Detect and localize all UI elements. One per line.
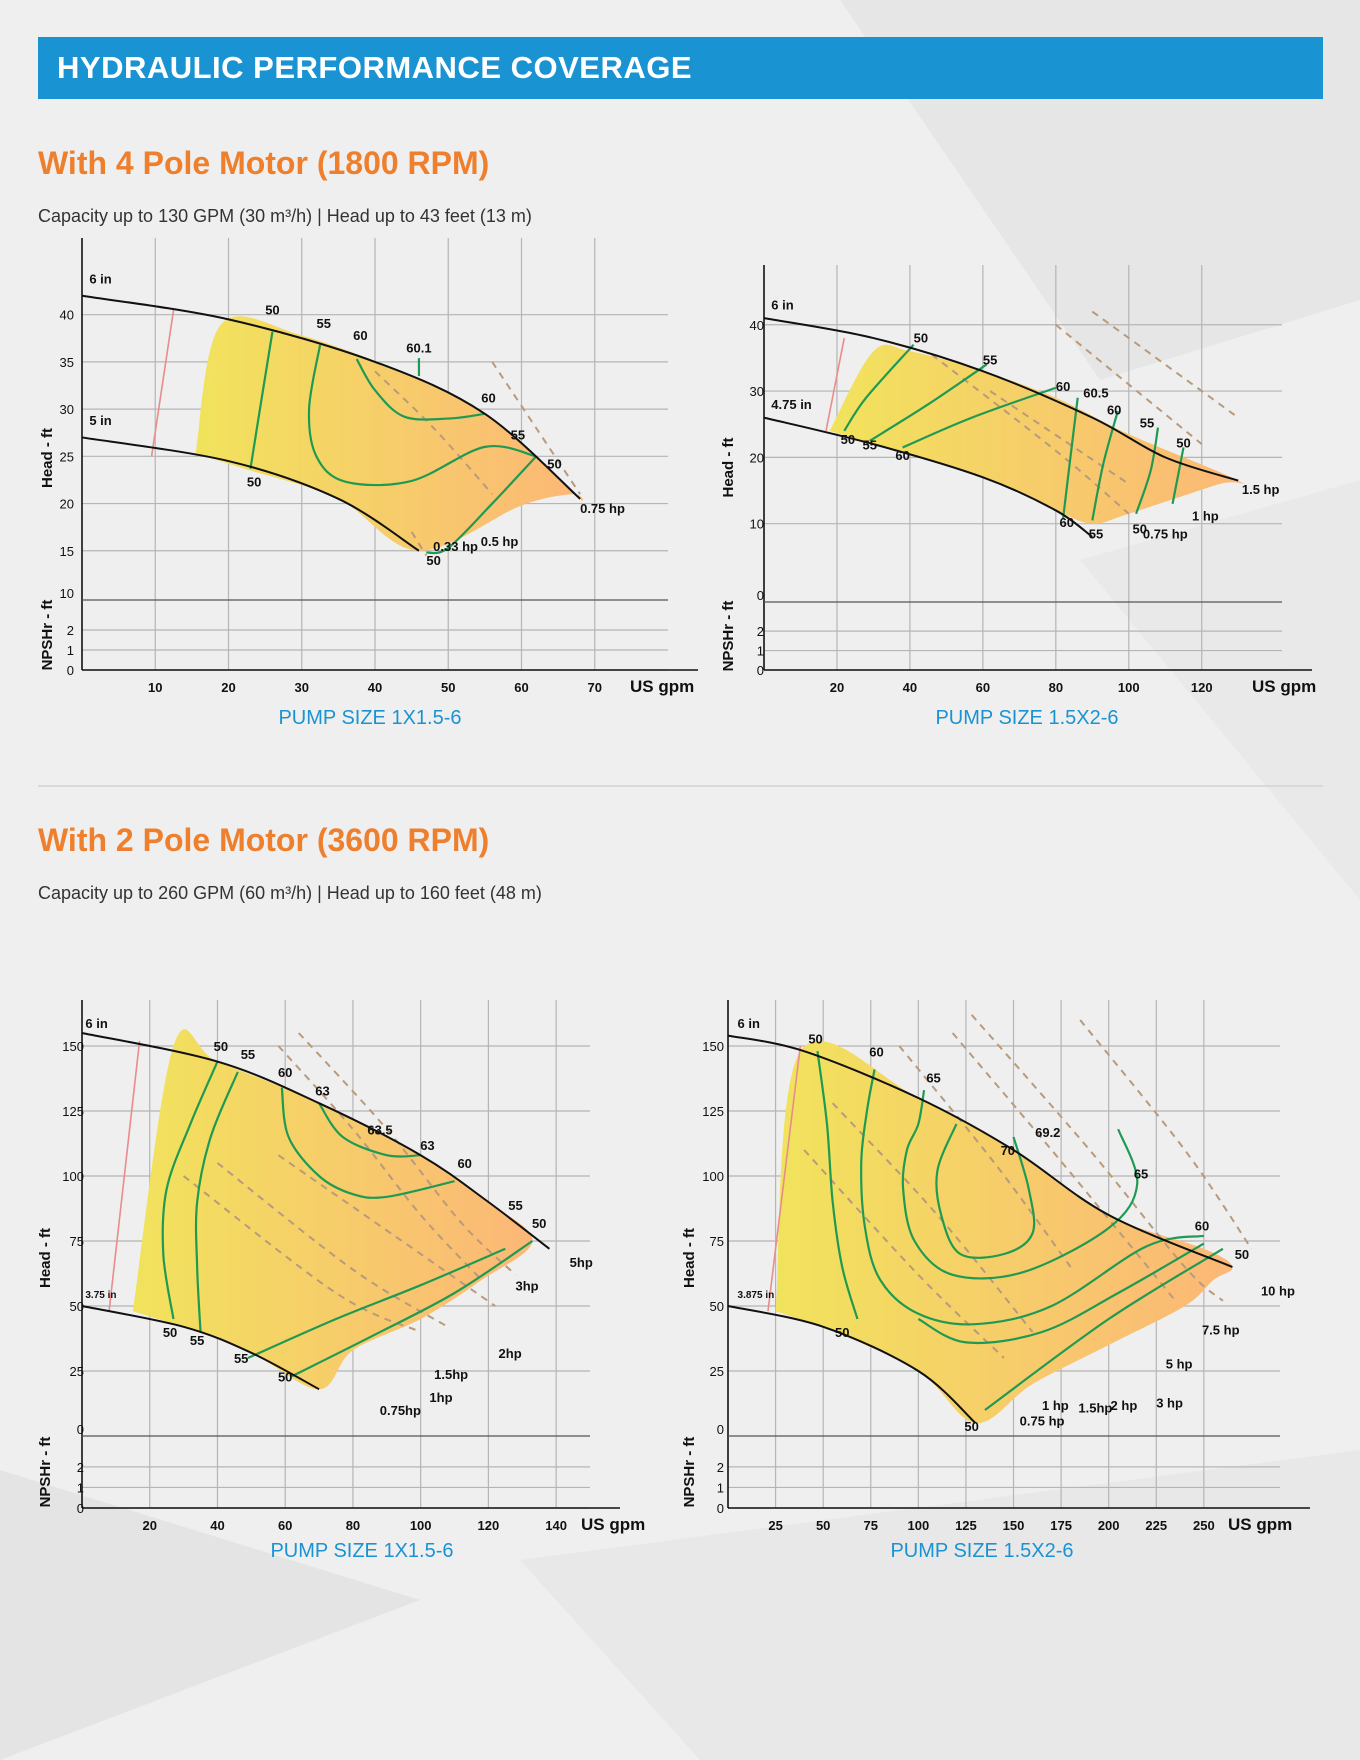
page-header-banner: HYDRAULIC PERFORMANCE COVERAGE [38, 37, 1323, 99]
section-divider [38, 785, 1323, 787]
section-title-4-pole: With 4 Pole Motor (1800 RPM) [38, 145, 490, 181]
section-subtitle-2-pole: Capacity up to 260 GPM (60 m³/h) | Head … [38, 883, 542, 903]
section-title-2-pole: With 2 Pole Motor (3600 RPM) [38, 822, 490, 858]
section-subtitle-4-pole: Capacity up to 130 GPM (30 m³/h) | Head … [38, 206, 532, 226]
